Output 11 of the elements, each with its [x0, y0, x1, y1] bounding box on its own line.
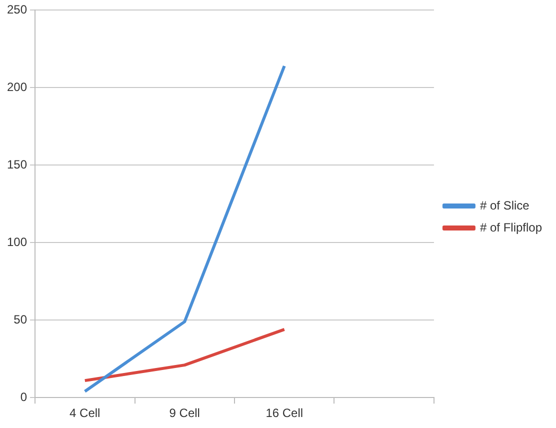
legend-label: # of Flipflop	[480, 220, 542, 234]
legend-label: # of Slice	[480, 198, 530, 212]
x-tick-label: 4 Cell	[70, 406, 100, 420]
y-tick-label: 50	[14, 312, 28, 326]
y-tick-label: 100	[6, 234, 28, 249]
y-tick-label: 250	[6, 2, 28, 17]
y-tick-label: 200	[6, 80, 28, 94]
x-tick-label: 16 Cell	[266, 406, 304, 420]
x-tick-label: 9 Cell	[169, 406, 200, 420]
y-tick-label: 150	[6, 157, 28, 172]
y-tick-label: 0	[20, 390, 28, 404]
